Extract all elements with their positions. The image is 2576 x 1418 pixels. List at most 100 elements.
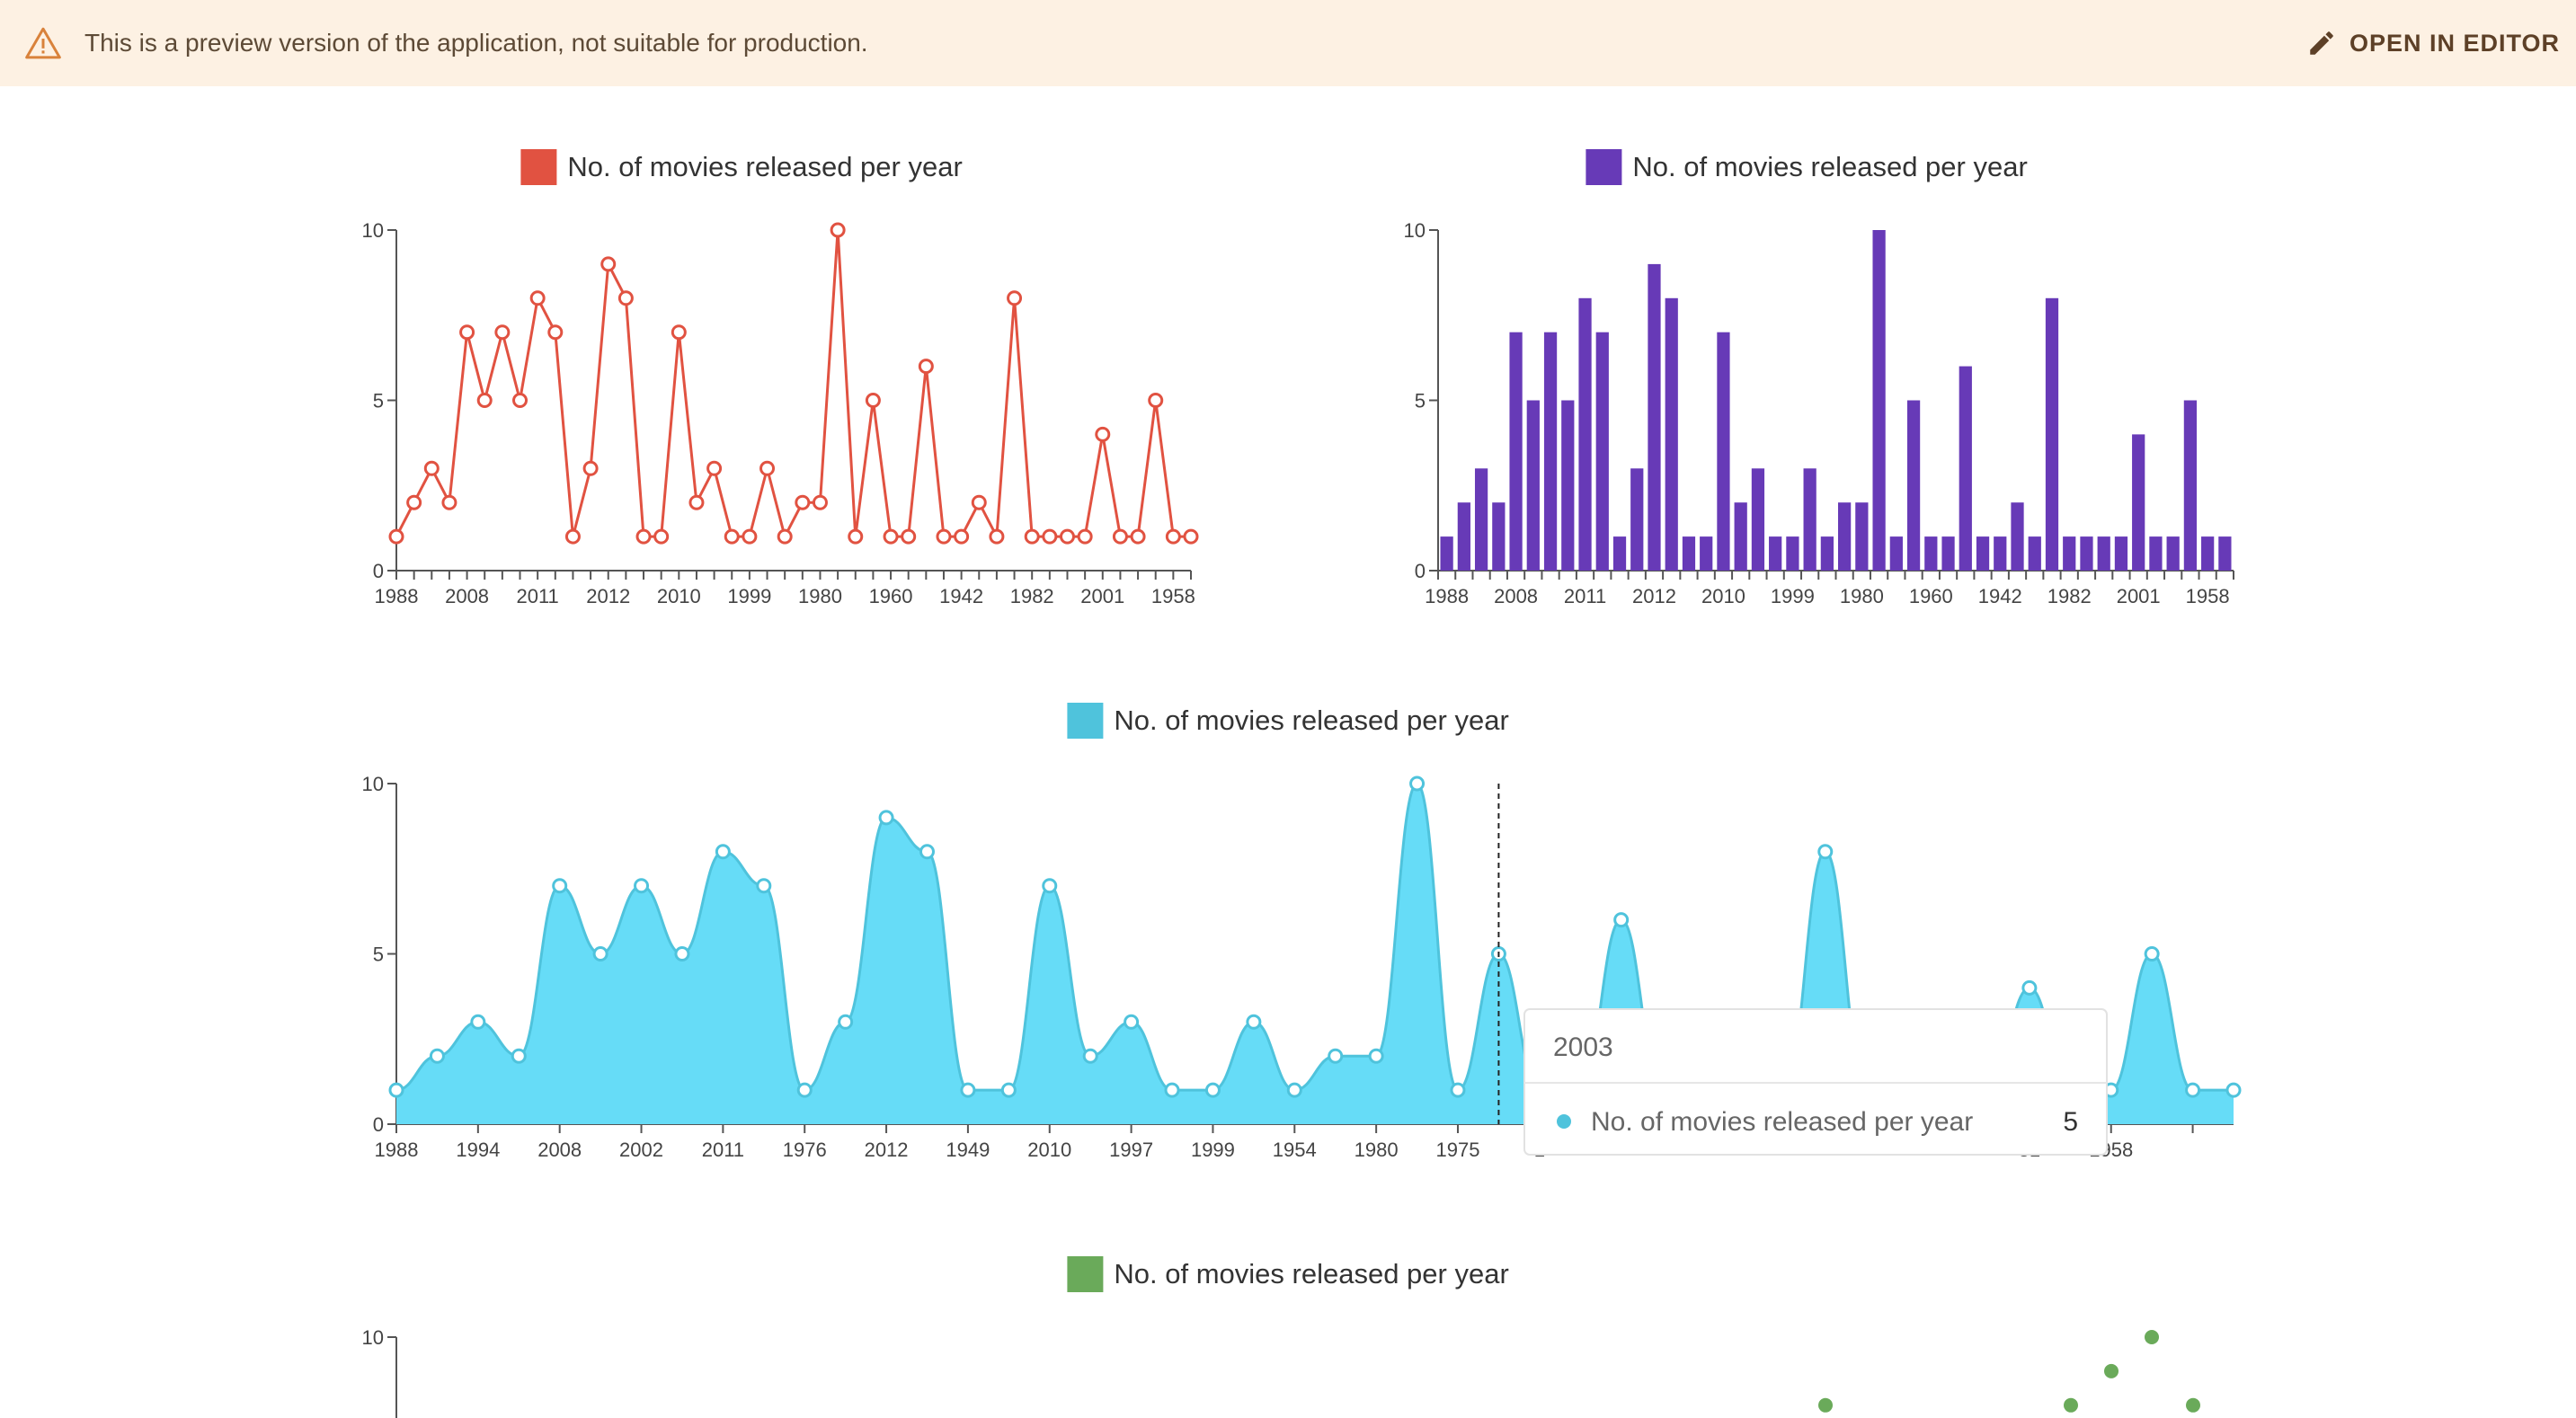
- x-tick-label: 1954: [1273, 1139, 1317, 1161]
- bar: [2149, 536, 2162, 571]
- x-tick-label: 2010: [1027, 1139, 1071, 1161]
- bar: [1509, 332, 1522, 571]
- data-point: [1656, 1084, 1668, 1096]
- legend-swatch: [1067, 703, 1103, 739]
- tooltip-marker: [1556, 1113, 1572, 1130]
- data-point: [690, 496, 703, 509]
- data-point: [2064, 1398, 2078, 1413]
- data-point: [390, 1084, 403, 1096]
- y-tick-label: 0: [373, 560, 384, 582]
- bar: [2201, 536, 2214, 571]
- data-point: [1819, 846, 1832, 858]
- x-tick-label: 1958: [1151, 585, 1195, 607]
- x-tick-label: 2012: [1632, 585, 1676, 607]
- data-point: [637, 530, 650, 543]
- data-point: [1008, 292, 1021, 305]
- bar: [1630, 468, 1643, 571]
- data-point: [1615, 914, 1628, 926]
- y-tick-label: 0: [373, 1113, 384, 1136]
- data-point: [1114, 530, 1126, 543]
- data-point: [566, 530, 579, 543]
- data-point: [796, 496, 809, 509]
- data-point: [831, 224, 844, 236]
- data-point: [813, 496, 826, 509]
- x-tick-label: 1988: [375, 585, 419, 607]
- series-area: [396, 784, 2234, 1124]
- data-point: [1370, 1050, 1382, 1062]
- data-point: [1778, 1084, 1790, 1096]
- data-point: [655, 530, 668, 543]
- data-point: [472, 1015, 484, 1028]
- data-point: [531, 292, 544, 305]
- y-tick-label: 5: [1415, 390, 1426, 412]
- x-tick-label: 1999: [1191, 1139, 1235, 1161]
- bar: [1492, 502, 1505, 571]
- x-tick-label: 1999: [1771, 585, 1815, 607]
- x-tick-label: 1999: [727, 585, 771, 607]
- data-point: [1097, 428, 1109, 440]
- bar: [2080, 536, 2092, 571]
- bar: [1544, 332, 1557, 571]
- x-tick-label: 2010: [1701, 585, 1745, 607]
- bar: [1735, 502, 1747, 571]
- data-point: [431, 1050, 443, 1062]
- x-tick-label: 1982: [2047, 585, 2092, 607]
- data-point: [2187, 1084, 2199, 1096]
- legend-swatch: [520, 149, 556, 185]
- tooltip: 2003 No. of movies released per year 5: [1524, 1009, 2107, 1155]
- data-point: [2145, 1330, 2159, 1344]
- x-tick-label: 2008: [1494, 585, 1538, 607]
- data-point: [554, 880, 566, 892]
- x-tick-label: 1960: [869, 585, 913, 607]
- bar: [1890, 536, 1903, 571]
- bar: [1683, 536, 1695, 571]
- bar: [1769, 536, 1781, 571]
- y-tick-label: 10: [362, 219, 384, 242]
- data-point: [902, 530, 915, 543]
- data-point: [672, 326, 685, 339]
- open-in-editor-button[interactable]: OPEN IN EDITOR: [2306, 20, 2560, 66]
- data-point: [2145, 948, 2158, 961]
- data-point: [761, 462, 774, 474]
- bar: [1458, 502, 1470, 571]
- x-tick-label: 1942: [1978, 585, 2022, 607]
- bar: [2046, 298, 2058, 571]
- x-tick-label: 1949: [946, 1139, 990, 1161]
- data-point: [425, 462, 438, 474]
- x-tick-label: 81: [2019, 1139, 2040, 1161]
- x-tick-label: 2011: [1564, 585, 1606, 607]
- x-tick-label: 1976: [783, 1139, 827, 1161]
- x-tick-label: 2011: [702, 1139, 744, 1161]
- data-point: [1818, 1398, 1833, 1413]
- data-point: [1697, 1084, 1710, 1096]
- bar: [1872, 230, 1885, 571]
- data-point: [955, 530, 968, 543]
- bar: [1561, 401, 1574, 572]
- data-point: [973, 496, 985, 509]
- data-point: [708, 462, 721, 474]
- data-point: [1206, 1084, 1219, 1096]
- data-point: [594, 948, 607, 961]
- data-point: [839, 1015, 852, 1028]
- bar: [1666, 298, 1678, 571]
- data-point: [514, 394, 527, 407]
- legend-swatch: [1586, 149, 1621, 185]
- data-point: [884, 530, 897, 543]
- bar: [1959, 367, 1972, 571]
- bar: [1976, 536, 1989, 571]
- data-point: [2064, 1084, 2076, 1096]
- bar: [1527, 401, 1540, 572]
- bar: [1752, 468, 1764, 571]
- x-tick-label: 1980: [798, 585, 842, 607]
- data-point: [512, 1050, 525, 1062]
- x-tick-label: 1958: [2089, 1139, 2133, 1161]
- data-point: [1288, 1084, 1301, 1096]
- x-tick-label: 2010: [657, 585, 701, 607]
- y-tick-label: 10: [362, 773, 384, 795]
- data-point: [2104, 1364, 2119, 1378]
- bar: [1924, 536, 1937, 571]
- data-point: [1574, 1084, 1586, 1096]
- data-point: [743, 530, 756, 543]
- data-point: [1982, 1084, 1994, 1096]
